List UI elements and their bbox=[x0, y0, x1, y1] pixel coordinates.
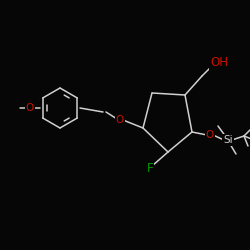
Text: OH: OH bbox=[210, 56, 228, 70]
Text: O: O bbox=[116, 115, 124, 125]
Text: F: F bbox=[147, 162, 153, 174]
Text: O: O bbox=[26, 103, 34, 113]
Text: Si: Si bbox=[223, 135, 233, 145]
Text: O: O bbox=[206, 130, 214, 140]
